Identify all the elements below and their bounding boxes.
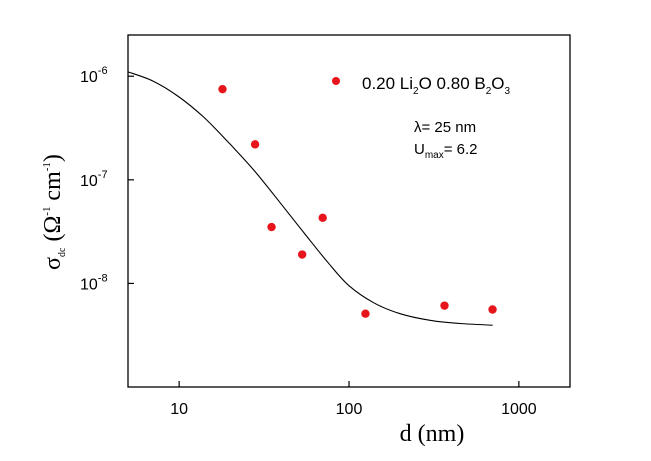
data-point	[250, 140, 260, 149]
data-points	[218, 84, 497, 318]
y-tick-label: 10-7	[80, 169, 108, 190]
x-tick-label: 10	[170, 401, 188, 418]
data-point	[488, 305, 497, 314]
fit-curve	[127, 71, 493, 326]
legend-marker	[332, 77, 340, 85]
y-ticks: 10-8 10-7 10-6	[80, 65, 134, 293]
x-tick-label: 100	[336, 401, 363, 418]
data-point	[218, 84, 227, 94]
x-axis-label: d (nm)	[400, 421, 465, 447]
y-axis-label: σdc (Ω-1 cm-1)	[40, 154, 68, 270]
y-tick-label: 10-6	[80, 65, 108, 86]
data-point	[361, 309, 370, 318]
data-point	[267, 222, 276, 232]
data-point	[440, 301, 449, 310]
y-tick-label: 10-8	[80, 272, 108, 293]
data-point	[318, 213, 327, 222]
x-ticks: 10 100 1000	[170, 381, 537, 418]
annotation-umax: Umax= 6.2	[414, 141, 478, 161]
annotation-lambda: λ= 25 nm	[414, 119, 476, 136]
x-tick-label: 1000	[501, 401, 537, 418]
legend-label: 0.20 Li2O 0.80 B2O3	[362, 74, 511, 97]
data-point	[297, 250, 307, 259]
